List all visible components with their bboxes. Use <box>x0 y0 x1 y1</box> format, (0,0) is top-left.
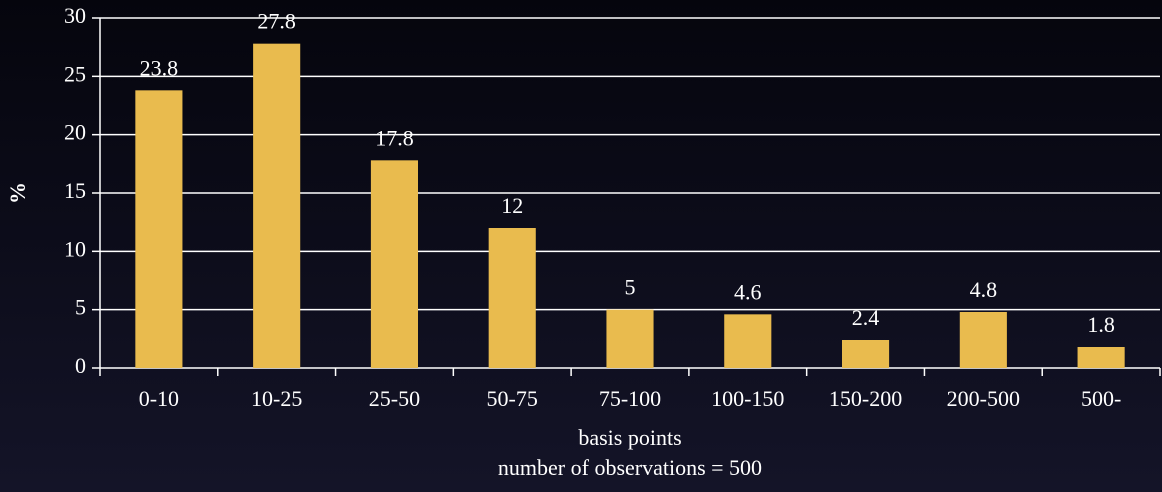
bar <box>370 160 418 368</box>
x-tick-label: 10-25 <box>251 386 302 411</box>
data-label: 17.8 <box>375 125 414 150</box>
data-label: 4.8 <box>970 277 998 302</box>
data-label: 12 <box>501 193 523 218</box>
data-label: 4.6 <box>734 279 762 304</box>
data-label: 27.8 <box>257 9 296 34</box>
x-tick-label: 150-200 <box>829 386 902 411</box>
y-axis-label: % <box>5 182 30 204</box>
data-label: 2.4 <box>852 305 880 330</box>
x-tick-label: 100-150 <box>711 386 784 411</box>
data-label: 5 <box>625 275 636 300</box>
bar <box>842 340 890 368</box>
annotation: number of observations = 500 <box>498 455 762 480</box>
y-tick-label: 25 <box>64 61 86 86</box>
x-tick-label: 75-100 <box>599 386 661 411</box>
bar <box>135 90 183 368</box>
data-label: 1.8 <box>1087 312 1115 337</box>
bar <box>488 228 536 368</box>
x-tick-label: 25-50 <box>369 386 420 411</box>
bar <box>253 43 301 369</box>
x-tick-label: 500- <box>1081 386 1121 411</box>
x-axis-label: basis points <box>578 425 681 450</box>
y-tick-label: 10 <box>64 236 86 261</box>
bar <box>724 314 772 368</box>
y-tick-label: 20 <box>64 120 86 145</box>
data-label: 23.8 <box>140 55 179 80</box>
y-tick-label: 5 <box>75 295 86 320</box>
x-tick-label: 200-500 <box>947 386 1020 411</box>
y-tick-label: 30 <box>64 3 86 28</box>
bar <box>1077 347 1125 368</box>
y-tick-label: 15 <box>64 178 86 203</box>
y-tick-label: 0 <box>75 353 86 378</box>
x-tick-label: 0-10 <box>139 386 179 411</box>
x-tick-label: 50-75 <box>487 386 538 411</box>
bar <box>959 312 1007 368</box>
bar <box>606 309 654 368</box>
